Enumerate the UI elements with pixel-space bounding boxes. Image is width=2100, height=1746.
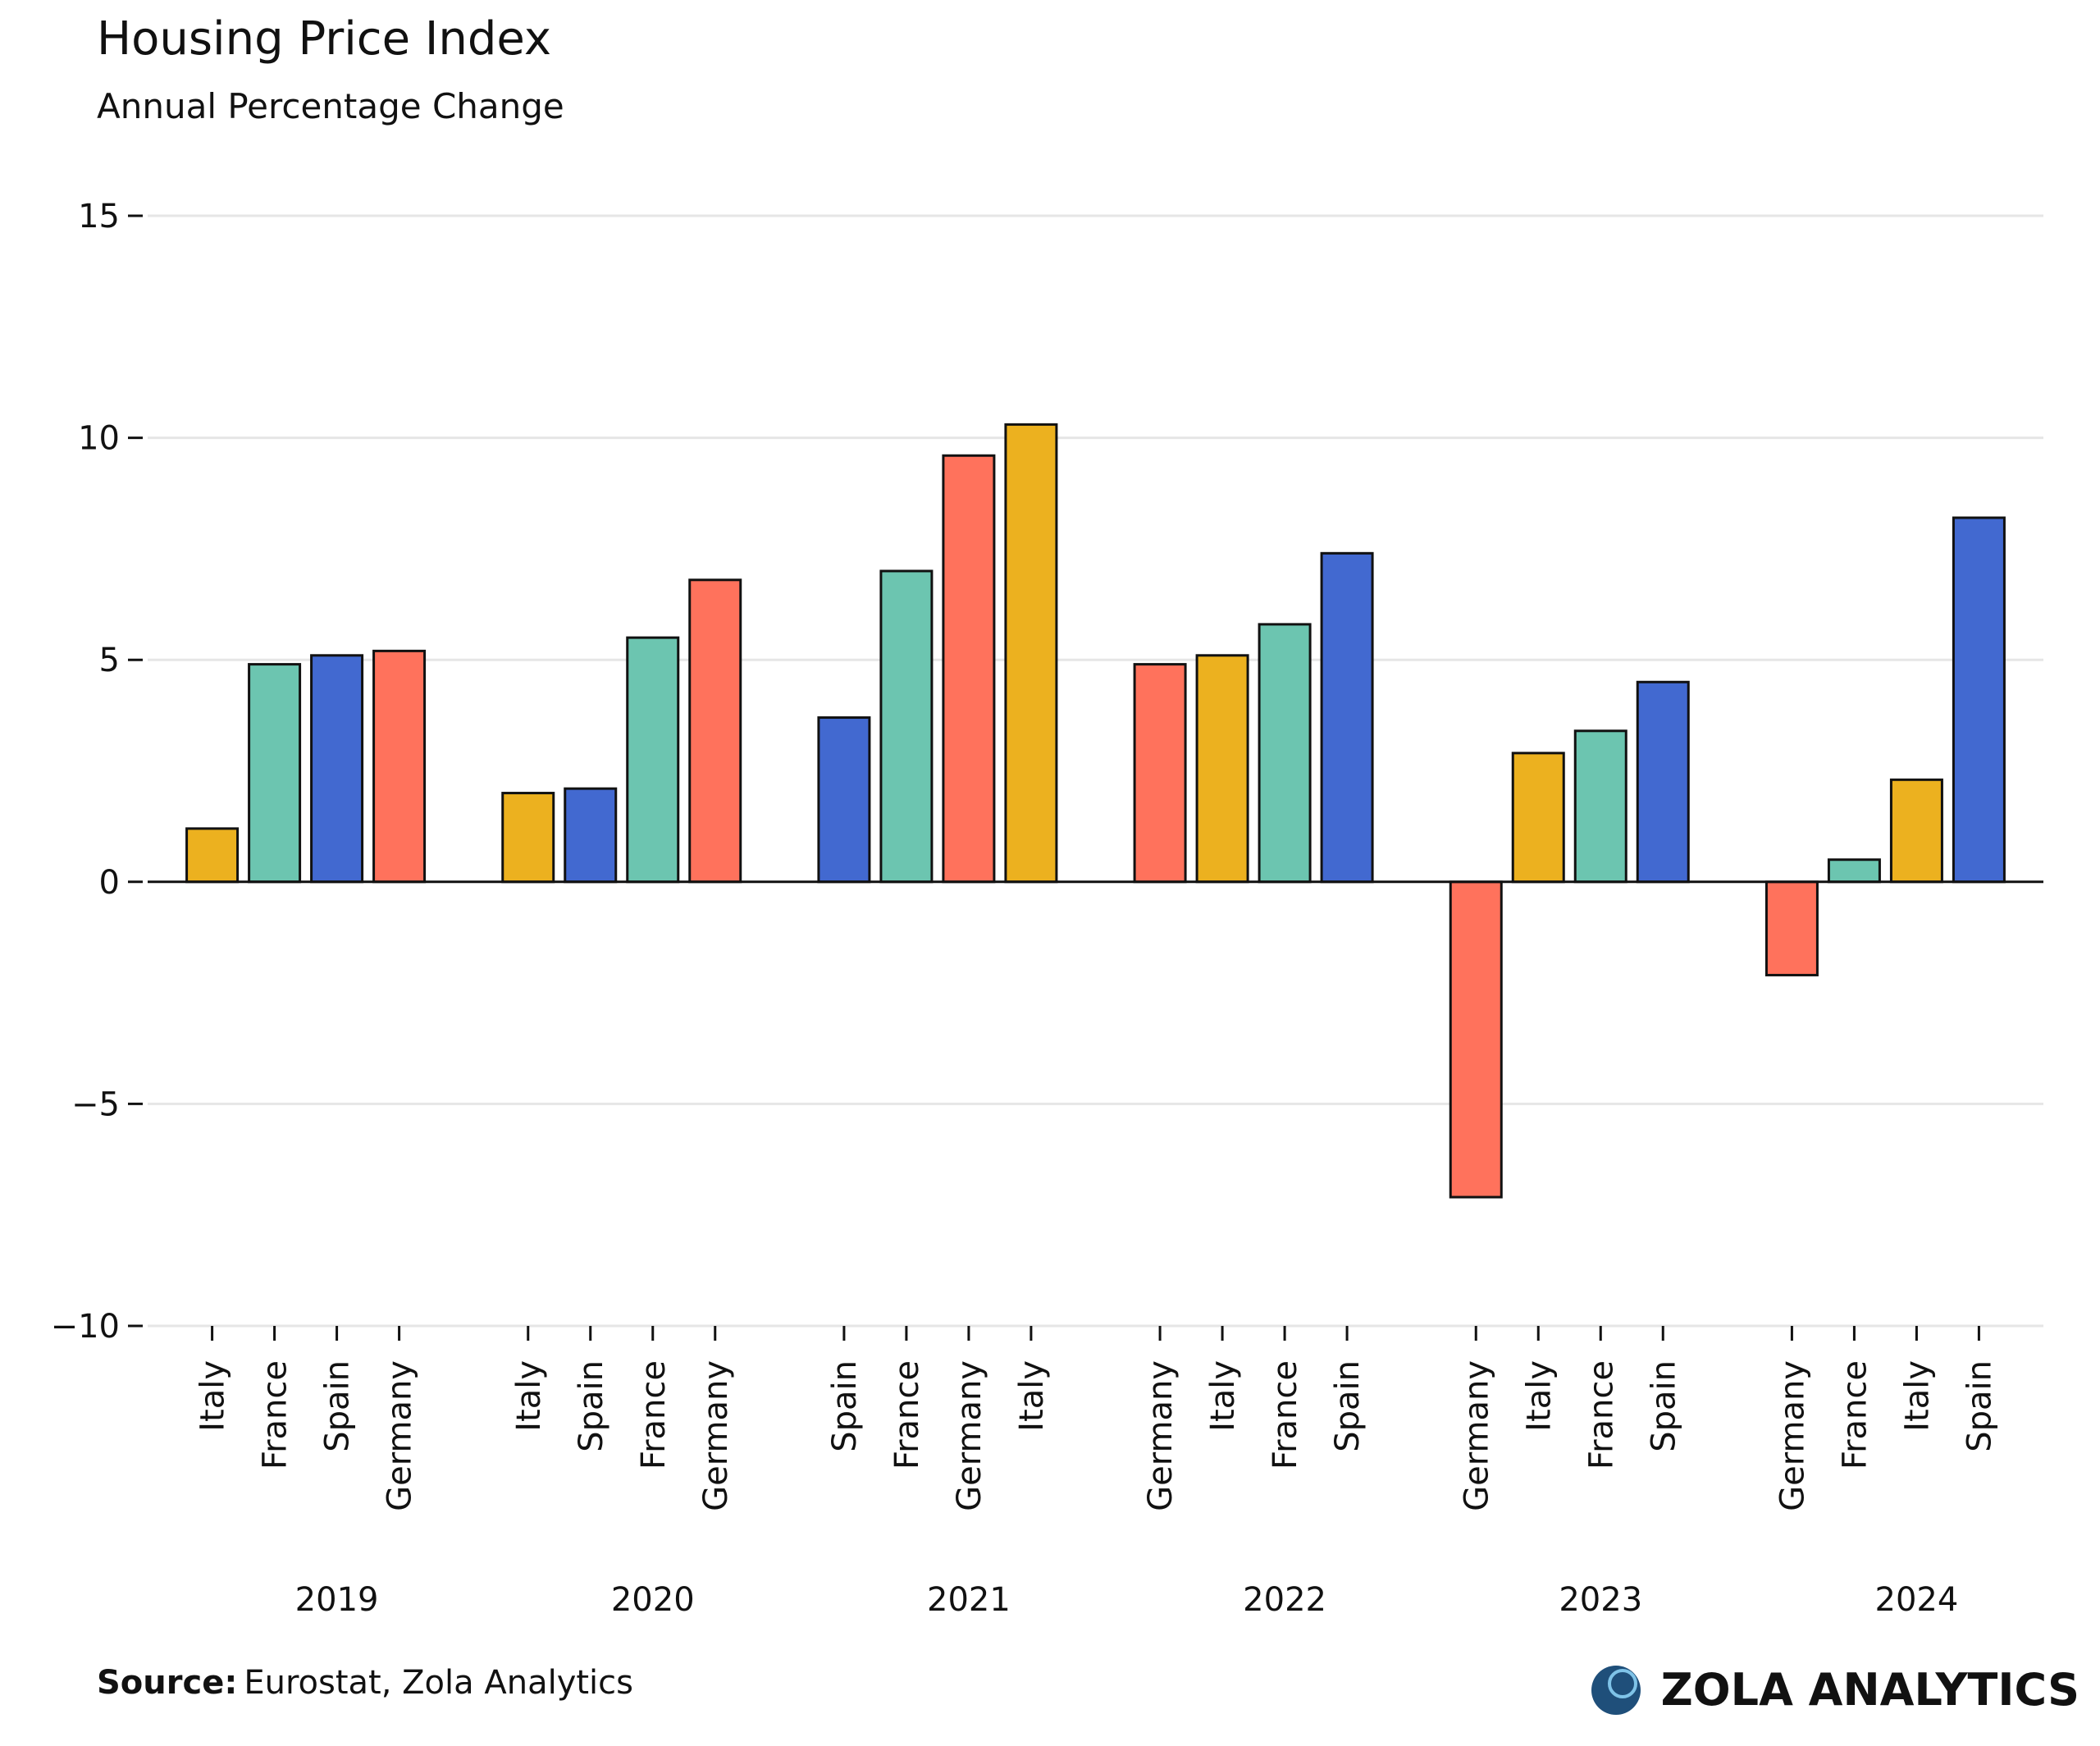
brand-logo: ZOLA ANALYTICS (1591, 1664, 2079, 1716)
x-tick-label: Italy (1898, 1360, 1936, 1432)
source-text: Eurostat, Zola Analytics (244, 1664, 633, 1702)
x-tick-label: Spain (573, 1360, 610, 1452)
bar (372, 649, 427, 884)
group-label: 2022 (1243, 1581, 1326, 1619)
x-tick-label: Germany (951, 1360, 988, 1511)
group-label: 2024 (1875, 1581, 1959, 1619)
bar (1449, 880, 1503, 1199)
group-label: 2019 (295, 1581, 379, 1619)
bar (1320, 551, 1374, 884)
bar (1004, 423, 1058, 884)
y-tick-label: −5 (71, 1086, 120, 1123)
bar (879, 569, 934, 884)
y-tick-label: 5 (99, 642, 120, 679)
logo-icon (1591, 1666, 1641, 1715)
bar (1889, 778, 1943, 884)
chart-subtitle: Annual Percentage Change (97, 86, 564, 126)
x-tick-label: France (1582, 1360, 1620, 1469)
x-tick-label: France (1836, 1360, 1874, 1469)
bar (688, 578, 742, 884)
x-tick-label: Germany (1458, 1360, 1495, 1511)
x-tick-label: Italy (194, 1360, 232, 1432)
x-tick-label: France (888, 1360, 926, 1469)
group-label: 2023 (1559, 1581, 1642, 1619)
bar (1827, 858, 1881, 884)
bar (501, 792, 555, 884)
bar (942, 454, 996, 884)
brand-name: ZOLA ANALYTICS (1661, 1664, 2079, 1716)
bar (310, 654, 364, 884)
bar (1764, 880, 1819, 976)
bar (626, 636, 680, 884)
x-tick-label: Italy (1520, 1360, 1558, 1432)
x-tick-label: Spain (319, 1360, 357, 1452)
bar (1952, 516, 2006, 884)
x-tick-label: Spain (1645, 1360, 1682, 1452)
y-tick-label: 15 (78, 198, 120, 235)
x-tick-label: Italy (510, 1360, 548, 1432)
bar (817, 716, 871, 884)
x-tick-label: Spain (826, 1360, 864, 1452)
chart-title: Housing Price Index (97, 12, 551, 66)
y-tick-label: 0 (99, 864, 120, 902)
bar (1636, 680, 1690, 884)
x-tick-label: France (635, 1360, 673, 1469)
group-label: 2020 (611, 1581, 695, 1619)
bar (248, 663, 302, 884)
x-tick-label: France (257, 1360, 294, 1469)
x-tick-label: Spain (1329, 1360, 1367, 1452)
bar (1258, 623, 1312, 884)
bar (1511, 752, 1565, 884)
x-tick-label: Germany (697, 1360, 735, 1511)
bar (185, 827, 240, 884)
y-tick-label: −10 (51, 1308, 120, 1346)
bar (1195, 654, 1249, 884)
bar (1133, 663, 1187, 884)
y-tick-label: 10 (78, 420, 120, 458)
x-tick-label: Germany (1142, 1360, 1180, 1511)
x-tick-label: Italy (1204, 1360, 1242, 1432)
x-tick-label: Germany (381, 1360, 419, 1511)
bar (1573, 729, 1628, 884)
x-tick-label: Italy (1013, 1360, 1051, 1432)
source-note: Source: Eurostat, Zola Analytics (97, 1664, 633, 1702)
source-label: Source: (97, 1664, 237, 1702)
x-tick-label: Spain (1961, 1360, 1998, 1452)
x-tick-label: France (1267, 1360, 1304, 1469)
x-tick-label: Germany (1774, 1360, 1811, 1511)
bar (564, 787, 618, 884)
logo-icon-detail (1608, 1669, 1637, 1698)
group-label: 2021 (927, 1581, 1011, 1619)
